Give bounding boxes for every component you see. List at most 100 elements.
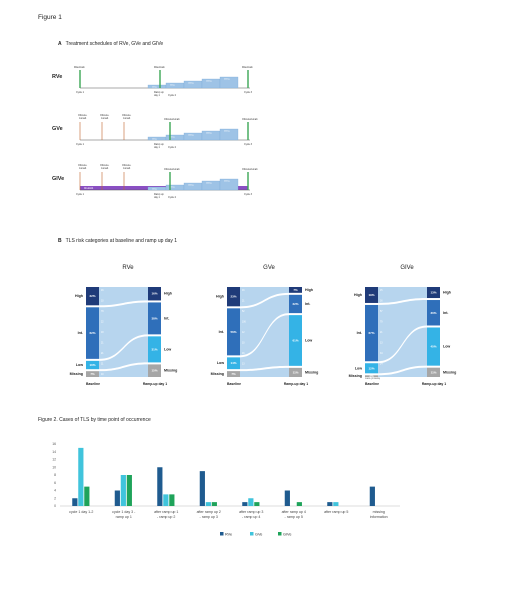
ramp-up-step: [219, 76, 239, 89]
x-category-label: ramp up 1: [116, 515, 132, 519]
baseline-pct: 62%: [89, 331, 95, 335]
baseline-bar-missing: [227, 371, 240, 377]
rampup-pct: 16%: [151, 292, 157, 296]
panel-b-title: B TLS risk categories at baseline and ram…: [58, 238, 177, 244]
baseline-pct: 56%: [230, 330, 236, 334]
flow-count: 34: [380, 353, 383, 355]
panel-b-letter: B: [58, 238, 62, 244]
baseline-pct: 10%: [89, 363, 95, 367]
rampup-bar-high: [289, 287, 302, 293]
tick-label: Cycle 2: [168, 146, 177, 149]
tick-label: Ramp up: [154, 143, 164, 146]
ramp-up-step-label: 50mg: [170, 85, 175, 87]
sankey-flow: [378, 287, 427, 303]
bar-rve: [242, 502, 248, 506]
ramp-up-step: [147, 186, 167, 191]
baseline-pct: 19%: [368, 293, 374, 297]
rampup-pct: 38%: [151, 316, 157, 320]
ramp-up-step-label: 50mg: [170, 137, 175, 139]
figure2-bar-chart: 0 2 4 6 8 10 12 14 16 cycle 1 day 1-2 cycle 1 day …: [52, 442, 400, 537]
ramp-up-step-label: 200mg: [206, 183, 212, 185]
sankey-flow: [99, 336, 148, 370]
y-tick-label: 6: [54, 481, 56, 485]
baseline-axis-label: Baseline: [227, 382, 241, 386]
ramp-up-step: [219, 178, 239, 191]
dose-label: zumab: [79, 167, 87, 170]
panel-a-letter: A: [58, 41, 62, 47]
flow-count: 16: [380, 301, 383, 303]
bar-gve: [248, 498, 254, 506]
panel-b-sankey-charts: RVe 16 10 79 22 18 21 21 11 10 22% High 62% Int. 10% Lo…: [70, 265, 457, 386]
tick-label: Cycle 2: [168, 196, 177, 199]
baseline-bar-int: [86, 307, 99, 359]
y-tick-label: 14: [52, 450, 56, 454]
bar-give: [296, 502, 302, 506]
baseline-axis-label: Baseline: [86, 382, 100, 386]
flow-count: 13: [380, 343, 383, 345]
flow-count: 52: [242, 311, 245, 313]
rampup-pct: 31%: [151, 347, 157, 351]
tick-label: Cycle 3: [244, 143, 253, 146]
ramp-up-step-label: 400mg: [224, 79, 230, 81]
dose-label: Obinutuzumab: [164, 118, 180, 121]
x-category-label: - ramp up 3: [200, 515, 218, 519]
tick-label: Ramp up: [154, 193, 164, 196]
ramp-up-step: [219, 128, 239, 141]
flow-count: 10: [101, 301, 104, 303]
baseline-category: Missing: [70, 372, 83, 376]
y-tick-label: 2: [54, 496, 56, 500]
dose-label: zumab: [101, 117, 109, 120]
bar-give: [84, 486, 90, 506]
sankey-note: 100% (1/100%): [365, 378, 380, 380]
rampup-bar-high: [427, 287, 440, 299]
ramp-up-step-label: 50mg: [170, 187, 175, 189]
y-tick-label: 0: [54, 504, 56, 508]
rampup-pct: 11%: [293, 370, 299, 374]
flow-count: 10: [242, 343, 245, 345]
ramp-up-step-label: 200mg: [206, 133, 212, 135]
rampup-category: Missing: [164, 369, 177, 373]
bar-rve: [157, 467, 163, 506]
tick-label: day 1: [154, 196, 161, 199]
baseline-category: Missing: [349, 374, 362, 378]
ramp-up-step: [165, 82, 185, 89]
rampup-category: Missing: [443, 370, 456, 374]
bar-gve: [120, 475, 126, 506]
flow-count: 13: [242, 364, 245, 366]
tick-label: Cycle 3: [244, 193, 253, 196]
legend-swatch-give: [278, 532, 282, 536]
bar-rve: [114, 490, 120, 506]
baseline-pct: 7%: [90, 372, 95, 376]
rampup-category: Low: [164, 347, 171, 351]
y-tick-label: 4: [54, 489, 56, 493]
tick-label: Cycle 1: [76, 91, 85, 94]
bar-rve: [72, 498, 78, 506]
rampup-bar-high: [148, 287, 161, 301]
rampup-bar-low: [289, 315, 302, 366]
baseline-category: Low: [217, 361, 224, 365]
rampup-category: High: [305, 288, 313, 292]
x-category-label: information: [370, 515, 388, 519]
rampup-pct: 7%: [293, 288, 298, 292]
baseline-category: Low: [355, 366, 362, 370]
flow-count: 79: [101, 311, 104, 313]
tick-label: Cycle 2: [168, 94, 177, 97]
legend-swatch-rve: [220, 532, 224, 536]
bar-gve: [333, 502, 339, 506]
x-category-label: cycle 1 day 1-2: [69, 510, 93, 514]
legend-label-give: GIVe: [283, 533, 291, 537]
rampup-category: Int.: [443, 311, 448, 315]
tick-label: Cycle 1: [76, 143, 85, 146]
bar-rve: [327, 502, 333, 506]
x-category-label: - ramp up 5: [285, 515, 303, 519]
x-category-label: - ramp up 4: [242, 515, 260, 519]
dose-label: Rituximab: [242, 66, 253, 69]
baseline-pct: 14%: [230, 361, 236, 365]
x-category-label: after ramp up 1: [154, 510, 178, 514]
sankey-title-give: GIVe: [400, 265, 414, 271]
y-tick-label: 10: [52, 465, 56, 469]
baseline-axis-label: Baseline: [365, 382, 379, 386]
dose-label: zumab: [79, 117, 87, 120]
rampup-category: Int.: [305, 302, 310, 306]
legend-label-rve: RVe: [225, 533, 232, 537]
